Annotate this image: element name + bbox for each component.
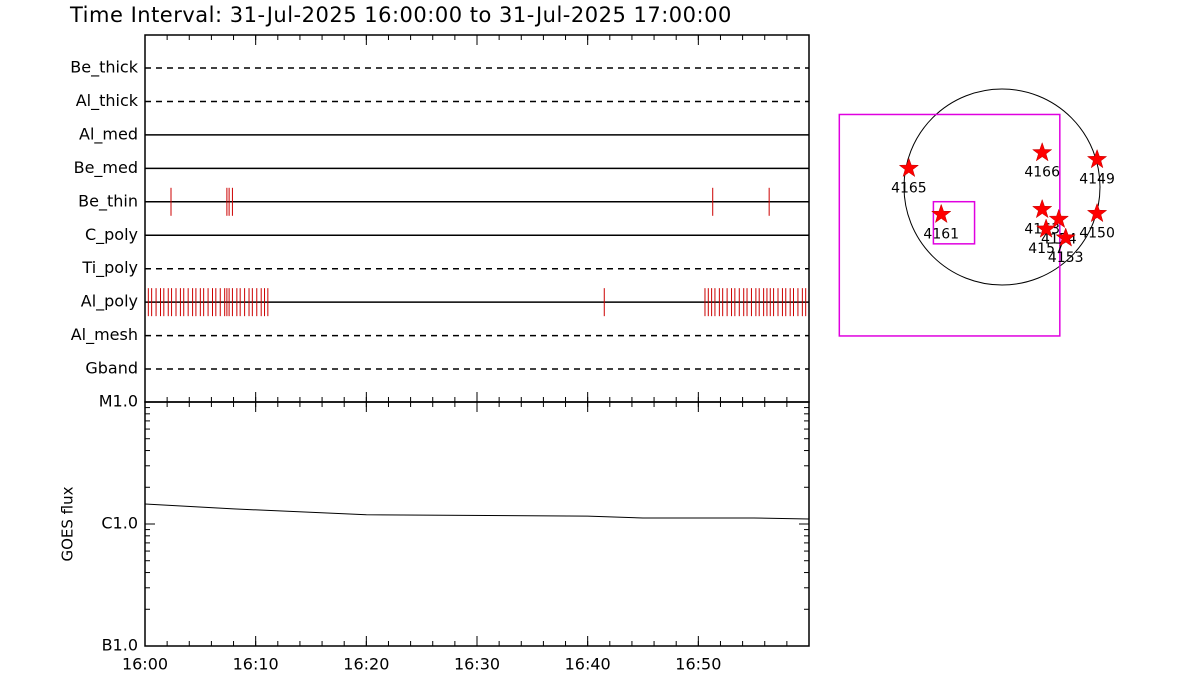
region-label: 4161 (923, 226, 959, 242)
row-label: Ti_poly (81, 258, 138, 278)
fov-box (838, 113, 1061, 337)
y-tick-label: M1.0 (99, 392, 138, 411)
row-label: Al_poly (81, 292, 138, 312)
row-label: Be_med (74, 158, 138, 178)
row-label: C_poly (85, 225, 138, 245)
region-star (1031, 198, 1053, 219)
row-label: Al_mesh (71, 325, 138, 345)
solar-disk (903, 88, 1101, 286)
goes-line (144, 503, 810, 520)
region-label: 4150 (1079, 225, 1115, 241)
fov-box (932, 200, 976, 245)
region-star (930, 203, 952, 224)
region-label: 4149 (1079, 172, 1115, 188)
row-label: Al_med (79, 124, 138, 144)
region-star (1055, 227, 1076, 247)
row-label: Gband (85, 359, 138, 378)
region-star (1035, 218, 1057, 238)
chart-title: Time Interval: 31-Jul-2025 16:00:00 to 3… (69, 3, 732, 27)
top-frame (144, 34, 810, 403)
x-tick-label: 16:40 (565, 655, 611, 674)
x-tick-label: 16:00 (122, 655, 168, 674)
x-tick-label: 16:30 (454, 655, 500, 674)
y-axis-label: GOES flux (59, 486, 77, 561)
region-label: 4157 (1028, 241, 1064, 257)
row-label: Be_thin (78, 191, 138, 211)
x-tick-label: 16:50 (675, 655, 721, 674)
region-star (1086, 202, 1108, 223)
region-label: 4153 (1048, 250, 1084, 266)
region-star (1086, 148, 1108, 169)
region-star (1048, 208, 1070, 229)
row-label: Be_thick (70, 58, 138, 78)
y-tick-label: C1.0 (101, 514, 138, 533)
x-tick-label: 16:20 (343, 655, 389, 674)
region-label: 4165 (891, 180, 927, 196)
region-star (898, 157, 920, 178)
y-tick-label: B1.0 (102, 636, 138, 655)
x-tick-label: 16:10 (233, 655, 279, 674)
bottom-frame (144, 401, 810, 647)
region-star (1031, 141, 1053, 162)
region-label: 4166 (1024, 165, 1060, 181)
row-label: Al_thick (76, 91, 139, 111)
